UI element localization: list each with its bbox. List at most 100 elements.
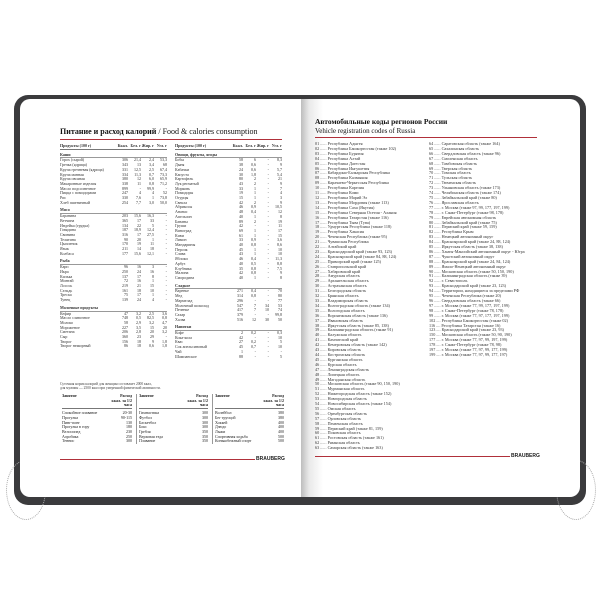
food-name: Варенье — [175, 289, 189, 294]
nutrient-value: - — [267, 181, 269, 186]
activity-kcal: 180 — [126, 425, 132, 430]
nutrient-value: 5 — [152, 223, 154, 228]
nutrient-value: - — [165, 237, 167, 242]
nutrient-value: 137 — [122, 274, 128, 279]
activity-kcal: 350 — [202, 429, 208, 434]
region-code-row: 60 ...... Псковская область — [315, 431, 361, 436]
table-row: Мандарины 40 0,8 - 8,6 — [175, 243, 282, 248]
food-name: Сок апельсиновый — [175, 345, 207, 350]
nutrient-value: 69 — [239, 228, 243, 233]
food-name: Горох (сырой) — [60, 158, 85, 163]
region-code-row: 74 ...... Челябинская область (также 174… — [429, 191, 501, 196]
activity-kcal: 500 — [278, 439, 284, 444]
nutrient-value: - — [267, 228, 269, 233]
nutrient-value: 516 — [237, 317, 243, 322]
region-code-row: 14 ...... Республика Саха (Якутия) — [315, 205, 375, 210]
region-code-row: 10 ...... Республика Карелия — [315, 186, 364, 191]
region-code-row: 63 ...... Самарская область (также 163) — [315, 446, 383, 451]
food-name: Баранина — [60, 214, 77, 219]
nutrient-value: 24 — [137, 298, 141, 303]
table-row: Абрикосы 46 0,9 - 10,5 — [175, 205, 282, 210]
activity-name: Прогулка — [62, 415, 79, 420]
table-row: Творог нежирный 86 18 0,6 1,8 — [60, 344, 167, 349]
nutrient-value: 99,9 — [147, 186, 154, 191]
nutrient-value: - — [254, 224, 256, 229]
region-code-row: 32 ...... Брянская область — [315, 294, 359, 299]
nutrient-value: - — [165, 265, 167, 270]
nutrient-value: - — [165, 298, 167, 303]
activity-name: Прогулка в гору — [62, 425, 90, 430]
nutrient-value: 65,9 — [160, 177, 167, 182]
nutrient-value: - — [254, 349, 256, 354]
nutrient-value: 170 — [122, 242, 128, 247]
activity-header: Занятие Расход ккал. за 1/2 часа — [139, 393, 208, 410]
activity-header: Занятие Расход ккал. за 1/2 часа — [62, 393, 132, 410]
nutrient-value: 73,8 — [160, 196, 167, 201]
table-row: Минтай 72 16 1 - — [60, 279, 167, 284]
activity-kcal: 380 — [278, 411, 284, 416]
nutrient-value: 17 — [137, 274, 141, 279]
nutrient-value: 9 — [280, 271, 282, 276]
nutrient-value: - — [165, 247, 167, 252]
region-code-row: 41 ...... Камчатский край — [315, 338, 359, 343]
nutrient-value: - — [267, 261, 269, 266]
nutrient-value: 8,8 — [277, 261, 282, 266]
activity-kcal: 300 — [202, 415, 208, 420]
activity-kcal: 350 — [202, 439, 208, 444]
nutrient-value: - — [254, 298, 256, 303]
nutrient-value: 0,6 — [251, 167, 256, 172]
nutrient-value: - — [267, 186, 269, 191]
nutrient-value: - — [280, 349, 282, 354]
activity-row: Гребля 350 — [139, 430, 208, 435]
region-code-row: 57 ...... Орловская область — [315, 416, 362, 421]
nutrient-value: 17 — [137, 232, 141, 237]
column-header: Расход ккал. за 1/2 часа — [187, 393, 208, 408]
nutrient-value: 10,5 — [275, 205, 282, 210]
food-name: Цыпленок — [60, 242, 78, 247]
nutrient-value: 5 — [280, 340, 282, 345]
food-name: Свекла — [175, 200, 188, 205]
nutrient-value: 74 — [278, 308, 282, 313]
nutrient-value: 2,5 — [149, 167, 154, 172]
nutrient-value: 343 — [122, 163, 128, 168]
food-name: Молоко — [60, 320, 74, 325]
region-code-row: 76 ...... Ярославская область — [429, 200, 479, 205]
nutrient-value: 187 — [122, 228, 128, 233]
region-code-row: 25 ...... Приморский край (также 125) — [315, 259, 382, 264]
nutrient-value: 2 — [241, 331, 243, 336]
nutrient-value: 5,4 — [277, 172, 282, 177]
region-code-row: 43 ...... Кировская область — [315, 348, 362, 353]
nutrient-value: 161 — [122, 288, 128, 293]
region-code-row: 99 ...... г. Москва (также 77, 97, 177, … — [429, 313, 510, 318]
table-row: Виноград 69 1 - 17 — [175, 229, 282, 234]
food-name: Колбаса — [60, 251, 74, 256]
nutrient-value: 8,6 — [277, 243, 282, 248]
nutrient-value: 10 — [278, 247, 282, 252]
food-name: Говядина — [60, 228, 76, 233]
nutrient-value: 24 — [239, 167, 243, 172]
region-code-row: 72 ...... Тюменская область — [429, 181, 477, 186]
region-code-row: 55 ...... Омская область — [315, 406, 356, 411]
nutrient-value: 4 — [152, 298, 154, 303]
table-row: Шампанское 88 - - 5 — [175, 355, 282, 360]
region-code-row: 79 ...... Еврейская автономная область — [429, 215, 497, 220]
calorie-note: Суточная норма калорий для женщин состав… — [60, 382, 161, 390]
region-code-row: 13 ...... Республика Мордовия (также 113… — [315, 200, 389, 205]
nutrient-value: 6 — [254, 158, 256, 163]
region-code-row: 04 ...... Республика Алтай — [315, 156, 361, 161]
food-name: Кофе — [175, 331, 184, 336]
nutrient-value: 3,6 — [162, 311, 167, 316]
nutrient-value: 0,8 — [251, 266, 256, 271]
nutrient-value: 21 — [278, 177, 282, 182]
nutrient-value: 40 — [239, 261, 243, 266]
region-code-row: 05 ...... Республика Дагестан — [315, 161, 366, 166]
nutrient-value: 0,8 — [251, 271, 256, 276]
region-code-row: 65 ...... Сахалинская область — [429, 146, 480, 151]
column-header: Продукты (100 г) — [60, 144, 92, 148]
food-name: Дыня — [175, 163, 185, 168]
nutrient-value: - — [267, 298, 269, 303]
nutrient-value: 10 — [278, 345, 282, 350]
activity-row: Прогулка в гору 180 — [62, 425, 132, 430]
region-code-row: 93 ...... Краснодарский край (также 23, … — [429, 284, 507, 289]
table-row: Киви 61 1 - 15 — [175, 234, 282, 239]
